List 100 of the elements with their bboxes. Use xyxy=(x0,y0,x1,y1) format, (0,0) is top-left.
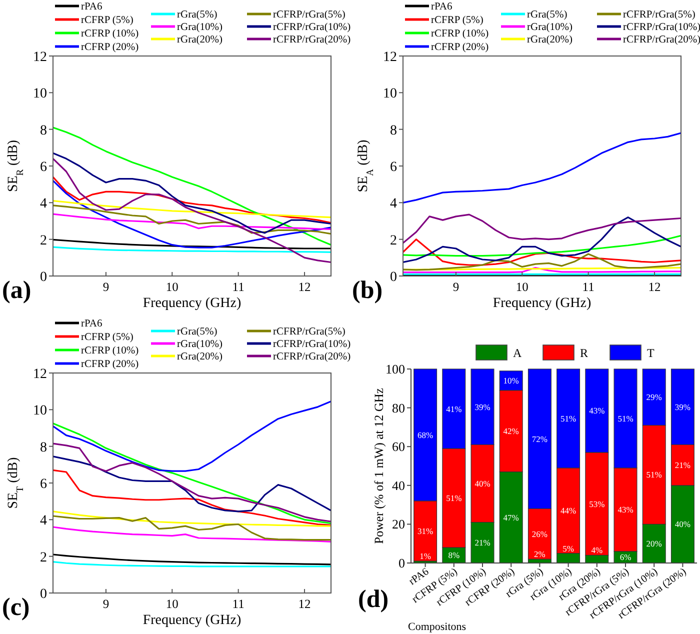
legend-label: rCFRP (10%) xyxy=(81,28,140,40)
y-tick-label: 0 xyxy=(40,270,47,285)
y-tick-label: 20 xyxy=(392,516,405,532)
legend-label: rCFRP (5%) xyxy=(81,332,134,343)
data-label: 5% xyxy=(562,543,574,554)
y-tick-label: 8 xyxy=(390,123,397,138)
y-tick-label: 4 xyxy=(40,196,47,212)
x-tick-label: 10 xyxy=(166,597,178,611)
x-tick-label: 9 xyxy=(102,597,110,611)
text: (a) xyxy=(2,277,32,304)
y-tick-label: 0 xyxy=(398,556,405,570)
x-axis-title: Frequency (GHz) xyxy=(142,296,242,311)
legend-label: rGra(20%) xyxy=(527,34,573,46)
legend-label: rCFRP/rGra(5%) xyxy=(273,10,346,20)
x-tick-label: 12 xyxy=(298,280,311,294)
legend-label: rCFRP (20%) xyxy=(431,42,490,53)
data-label: 53% xyxy=(589,498,605,509)
legend-label: rGra(10%) xyxy=(177,339,223,350)
y-tick-label: 100 xyxy=(386,362,405,376)
data-label: 68% xyxy=(418,430,434,440)
legend-label: R xyxy=(580,346,588,360)
y-tick-label: 2 xyxy=(40,233,47,248)
text: (d) xyxy=(358,586,389,613)
data-label: 51% xyxy=(560,413,576,424)
text: (b) xyxy=(352,277,383,304)
data-label: 21% xyxy=(474,538,490,548)
y-tick-label: 40 xyxy=(392,478,405,493)
data-label: 40% xyxy=(474,478,490,488)
y-tick-label: 10 xyxy=(383,86,397,102)
y-tick-label: 4 xyxy=(40,514,47,529)
legend-label: rCFRP/rGra(20%) xyxy=(273,34,352,46)
legend-label: rCFRP/rGra(5%) xyxy=(273,326,346,338)
legend-label: rPA6 xyxy=(431,2,452,12)
legend-label: rPA6 xyxy=(81,318,102,330)
data-label: 51% xyxy=(646,470,662,480)
y-tick-label: 2 xyxy=(390,233,397,248)
data-label: 43% xyxy=(589,406,605,416)
legend-label: rCFRP (10%) xyxy=(81,346,140,356)
y-axis-title: Power (% of 1 mW) at 12 GHz xyxy=(372,388,386,544)
y-tick-label: 0 xyxy=(40,587,47,602)
data-label: 29% xyxy=(646,392,662,402)
x-tick-label: 11 xyxy=(232,597,244,611)
data-label: 1% xyxy=(420,551,431,562)
legend-label: A xyxy=(513,346,522,360)
data-label: 41% xyxy=(446,404,462,414)
data-label: 21% xyxy=(674,460,690,470)
x-tick-label: 12 xyxy=(648,280,661,294)
legend-label: rCFRP/rGra(5%) xyxy=(623,10,696,20)
legend-label: rGra(20%) xyxy=(177,352,223,362)
x-tick-label: 9 xyxy=(102,280,110,294)
data-label: 6% xyxy=(620,552,632,562)
legend-label: rCFRP/rGra(10%) xyxy=(273,22,352,33)
x-tick-label: 11 xyxy=(582,280,594,294)
y-tick-label: 2 xyxy=(40,550,47,566)
legend-label: rPA6 xyxy=(81,2,102,12)
legend-label: rCFRP/rGra(20%) xyxy=(623,34,700,46)
data-label: 31% xyxy=(418,526,434,536)
legend-label: rGra(20%) xyxy=(177,34,223,46)
legend-label: rGra(10%) xyxy=(527,22,573,33)
x-tick-label: 10 xyxy=(166,280,178,294)
y-tick-label: 8 xyxy=(40,440,47,456)
data-label: 51% xyxy=(446,493,462,504)
legend-label: rGra(5%) xyxy=(527,10,568,20)
legend-label: rCFRP/rGra(10%) xyxy=(273,339,352,350)
legend-label: rGra(5%) xyxy=(177,326,218,338)
x-tick-label: 12 xyxy=(298,597,311,611)
legend-label: rGra(5%) xyxy=(177,10,218,20)
data-label: 43% xyxy=(618,504,634,515)
x-axis-title: Compositons xyxy=(408,621,466,633)
data-label: 40% xyxy=(674,519,690,530)
y-tick-label: 10 xyxy=(33,86,47,102)
data-label: 47% xyxy=(503,512,519,522)
y-tick-label: 6 xyxy=(40,477,47,492)
legend-label: rCFRP (20%) xyxy=(81,359,140,370)
y-tick-label: 12 xyxy=(33,50,47,65)
y-tick-label: 0 xyxy=(390,270,397,285)
data-label: 42% xyxy=(503,426,519,436)
y-tick-label: 4 xyxy=(390,196,397,212)
x-tick-label: 10 xyxy=(516,280,528,294)
y-tick-label: 12 xyxy=(383,50,397,65)
data-label: 51% xyxy=(618,413,634,424)
text: (c) xyxy=(2,594,30,621)
legend-label: rCFRP (10%) xyxy=(431,28,490,40)
legend-label: rCFRP (5%) xyxy=(431,15,484,26)
data-label: 39% xyxy=(474,402,490,412)
legend-label: rCFRP (5%) xyxy=(81,15,134,26)
data-label: 10% xyxy=(503,376,519,386)
data-label: 2% xyxy=(534,549,546,560)
data-label: 72% xyxy=(532,434,548,444)
y-tick-label: 80 xyxy=(392,400,405,416)
y-tick-label: 12 xyxy=(33,367,47,382)
x-tick-label: 11 xyxy=(232,280,244,294)
y-tick-label: 6 xyxy=(40,160,47,175)
y-tick-label: 6 xyxy=(390,160,397,175)
data-label: 4% xyxy=(591,545,603,556)
y-tick-label: 10 xyxy=(33,404,47,419)
series-label: T xyxy=(647,346,655,360)
x-axis-title: Frequency (GHz) xyxy=(142,613,242,628)
legend-label: rGra(10%) xyxy=(177,22,223,33)
y-tick-label: 60 xyxy=(392,439,405,454)
